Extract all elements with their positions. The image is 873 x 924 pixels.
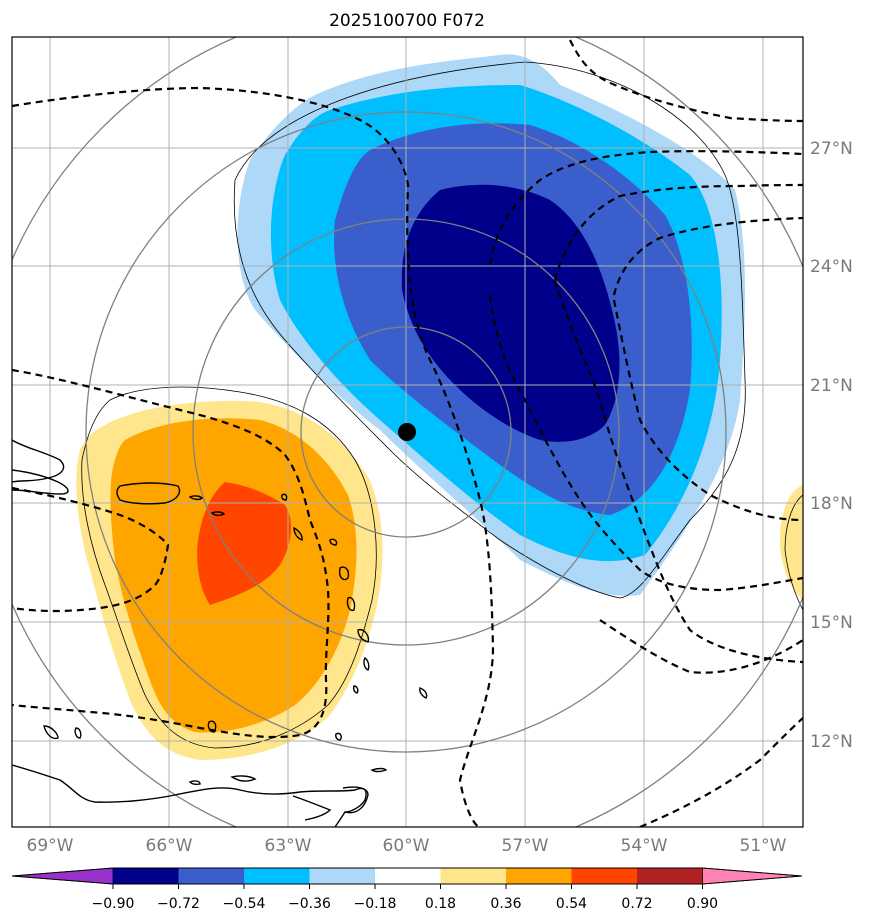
lat-tick-labels: 27°N 24°N 21°N 18°N 15°N 12°N bbox=[810, 139, 853, 752]
colorbar-tick-3: −0.54 bbox=[223, 896, 266, 912]
lon-tick-54w: 54°W bbox=[621, 836, 668, 856]
coast-island-e bbox=[338, 566, 350, 581]
colorbar-extend-high bbox=[702, 867, 803, 885]
map-frame bbox=[11, 36, 804, 828]
lat-tick-27n: 27°N bbox=[810, 139, 853, 159]
colorbar-seg-9 bbox=[637, 868, 703, 884]
contour-fill-east bbox=[780, 485, 803, 600]
coast-vieques bbox=[188, 495, 203, 501]
coast-hispaniola bbox=[12, 439, 65, 483]
storm-center-marker bbox=[398, 423, 416, 441]
dashed-contours bbox=[12, 39, 803, 827]
thin-contour-pos bbox=[81, 386, 377, 749]
colorbar-tick-1: −0.90 bbox=[92, 896, 135, 912]
colorbar-seg-6 bbox=[440, 868, 506, 884]
coast-island-i bbox=[352, 685, 359, 694]
colorbar-tick-9: 0.72 bbox=[621, 896, 652, 912]
coast-island-p bbox=[188, 780, 201, 786]
colorbar-tick-7: 0.36 bbox=[490, 896, 521, 912]
lat-tick-24n: 24°N bbox=[810, 257, 853, 277]
lat-tick-12n: 12°N bbox=[810, 732, 853, 752]
colorbar-tick-10: 0.90 bbox=[687, 896, 718, 912]
colorbar: −0.90 −0.72 −0.54 −0.36 −0.18 0.18 0.36 … bbox=[11, 867, 803, 912]
range-rings bbox=[12, 37, 803, 827]
lon-tick-57w: 57°W bbox=[502, 836, 549, 856]
colorbar-tick-4: −0.36 bbox=[288, 896, 331, 912]
colorbar-seg-1 bbox=[113, 868, 179, 884]
lon-tick-63w: 63°W bbox=[265, 836, 312, 856]
lon-tick-51w: 51°W bbox=[740, 836, 787, 856]
coast-island-c bbox=[293, 526, 303, 541]
lon-tick-66w: 66°W bbox=[146, 836, 193, 856]
colorbar-tick-6: 0.18 bbox=[425, 896, 456, 912]
colorbar-seg-3 bbox=[244, 868, 310, 884]
colorbar-tick-2: −0.72 bbox=[157, 896, 200, 912]
coast-island-o bbox=[370, 767, 388, 773]
colorbar-seg-7 bbox=[506, 868, 572, 884]
coast-island-b bbox=[281, 493, 288, 501]
coast-island-g bbox=[357, 629, 370, 643]
colorbar-extend-low bbox=[11, 867, 114, 885]
thin-contour-neg bbox=[233, 61, 746, 599]
coast-island-j bbox=[419, 687, 428, 699]
coast-island-m bbox=[43, 725, 59, 740]
coast-puerto-rico bbox=[116, 482, 181, 505]
colorbar-tick-5: −0.18 bbox=[354, 896, 397, 912]
coast-island-h bbox=[363, 656, 370, 671]
coast-south-2 bbox=[292, 795, 332, 821]
lat-tick-15n: 15°N bbox=[810, 613, 853, 633]
chart-title: 2025100700 F072 bbox=[329, 11, 485, 31]
colorbar-seg-4 bbox=[309, 868, 375, 884]
lon-tick-labels: 69°W 66°W 63°W 60°W 57°W 54°W 51°W bbox=[27, 836, 787, 856]
coastlines bbox=[12, 439, 428, 827]
lon-tick-69w: 69°W bbox=[27, 836, 74, 856]
coast-island-n bbox=[74, 727, 82, 739]
coast-island-l bbox=[335, 732, 342, 741]
lat-tick-18n: 18°N bbox=[810, 494, 853, 514]
colorbar-seg-2 bbox=[178, 868, 244, 884]
colorbar-seg-8 bbox=[571, 868, 637, 884]
contour-fill-neg-072 bbox=[401, 184, 620, 442]
colorbar-tick-8: 0.54 bbox=[556, 896, 587, 912]
lon-tick-60w: 60°W bbox=[383, 836, 430, 856]
coast-venezuela bbox=[12, 764, 367, 827]
map-area bbox=[12, 37, 803, 827]
coast-trinidad bbox=[342, 786, 369, 814]
coast-island-f bbox=[346, 596, 356, 612]
coast-island-a bbox=[210, 511, 226, 517]
lat-tick-21n: 21°N bbox=[810, 376, 853, 396]
thin-contour-east bbox=[784, 494, 803, 611]
coast-island-d bbox=[329, 538, 338, 546]
colorbar-seg-5 bbox=[375, 868, 441, 884]
coast-island-q bbox=[230, 775, 257, 782]
coast-island-k bbox=[207, 720, 217, 733]
